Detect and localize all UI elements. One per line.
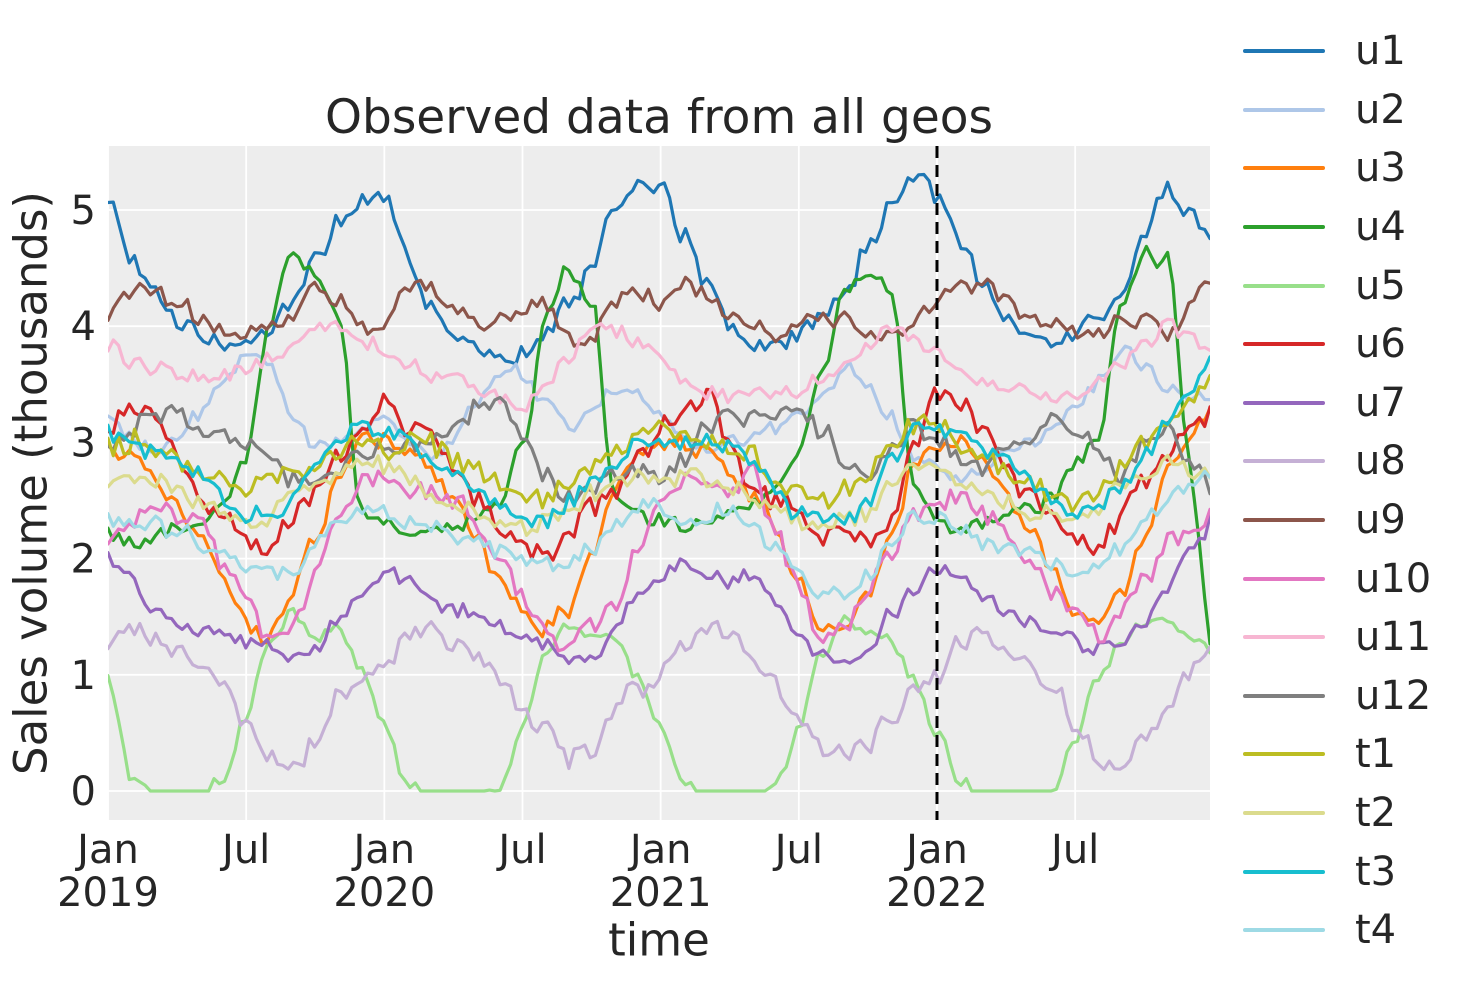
legend-label: u7 [1355,379,1406,426]
legend-item-u11: u11 [1243,608,1431,667]
series-line-u8 [108,619,1210,772]
legend-item-u2: u2 [1243,81,1431,140]
series-line-u12 [108,395,1210,506]
series-line-u9 [108,275,1210,348]
legend-item-u7: u7 [1243,374,1431,433]
legend-label: u12 [1355,672,1432,719]
y-tick-label: 0 [71,769,96,815]
legend-item-t2: t2 [1243,784,1431,843]
legend-label: u9 [1355,497,1406,544]
legend-line-swatch-u12 [1243,693,1325,698]
legend-line-swatch-u2 [1243,107,1325,112]
x-tick-label: Jan [903,827,968,873]
legend-line-swatch-u5 [1243,283,1325,288]
y-tick-label: 1 [71,653,96,699]
y-tick-label: 3 [71,420,96,466]
legend-label: u1 [1355,28,1406,75]
x-tick-label: Jan [627,827,692,873]
series-line-u7 [108,514,1210,666]
legend-line-swatch-u10 [1243,576,1325,581]
x-tick-label: Jan [350,827,415,873]
x-tick-label: Jul [1048,827,1099,873]
legend-label: u2 [1355,86,1406,133]
series-line-u3 [108,406,1210,645]
y-axis-label: Sales volume (thousands) [4,191,58,775]
legend-label: t4 [1355,907,1397,954]
y-tick-label: 5 [71,188,96,234]
legend-item-u5: u5 [1243,256,1431,315]
legend-line-swatch-u6 [1243,342,1325,347]
legend-label: u5 [1355,262,1406,309]
legend-label: u6 [1355,321,1406,368]
chart-title: Observed data from all geos [324,90,994,145]
legend-line-swatch-t2 [1243,811,1325,816]
legend-item-u10: u10 [1243,549,1431,608]
legend-label: u4 [1355,204,1406,251]
x-tick-year: 2021 [610,870,712,916]
series-line-u11 [108,317,1210,413]
x-tick-year: 2022 [886,870,988,916]
x-tick-label: Jul [772,827,823,873]
legend-item-u4: u4 [1243,198,1431,257]
legend-item-u1: u1 [1243,22,1431,81]
x-tick-year: 2020 [333,870,435,916]
legend-line-swatch-u11 [1243,635,1325,640]
legend-item-u12: u12 [1243,667,1431,726]
series-line-u6 [108,386,1210,562]
legend-item-u3: u3 [1243,139,1431,198]
legend-line-swatch-u7 [1243,400,1325,405]
legend-item-t1: t1 [1243,725,1431,784]
x-tick-label: Jan [74,827,139,873]
legend-label: u8 [1355,438,1406,485]
legend-line-swatch-u4 [1243,225,1325,230]
series-lines [108,172,1210,793]
legend-item-u9: u9 [1243,491,1431,550]
legend-line-swatch-u3 [1243,166,1325,171]
legend-label: t2 [1355,790,1397,837]
legend-item-t3: t3 [1243,842,1431,901]
legend-line-swatch-t4 [1243,928,1325,933]
legend-line-swatch-u8 [1243,459,1325,464]
legend: u1 u2 u3 u4 u5 u6 u7 u8 u9 u10 u11 u12 t1 t2 t3 t4 [1243,22,1431,960]
series-line-u4 [108,244,1210,646]
legend-label: u11 [1355,614,1432,661]
series-line-u10 [108,461,1210,653]
y-tick-label: 2 [71,537,96,583]
legend-item-u6: u6 [1243,315,1431,374]
x-tick-label: Jul [219,827,270,873]
series-line-t2 [108,453,1210,537]
legend-line-swatch-t1 [1243,752,1325,757]
series-line-t4 [108,469,1210,601]
series-line-u5 [108,606,1210,793]
legend-label: t3 [1355,848,1397,895]
legend-item-t4: t4 [1243,901,1431,960]
legend-label: u10 [1355,555,1432,602]
y-tick-label: 4 [71,304,96,350]
x-tick-year: 2019 [57,870,159,916]
legend-line-swatch-u1 [1243,49,1325,54]
legend-line-swatch-t3 [1243,869,1325,874]
y-tick-labels: 0 1 2 3 4 5 [71,188,96,815]
series-line-t3 [108,355,1210,530]
legend-item-u8: u8 [1243,432,1431,491]
legend-line-swatch-u9 [1243,518,1325,523]
series-line-t1 [108,374,1210,514]
x-axis-label: time [608,913,710,967]
series-line-u2 [108,344,1210,485]
legend-label: t1 [1355,731,1397,778]
x-tick-label: Jul [495,827,546,873]
series-line-u1 [108,172,1210,366]
legend-label: u3 [1355,145,1406,192]
